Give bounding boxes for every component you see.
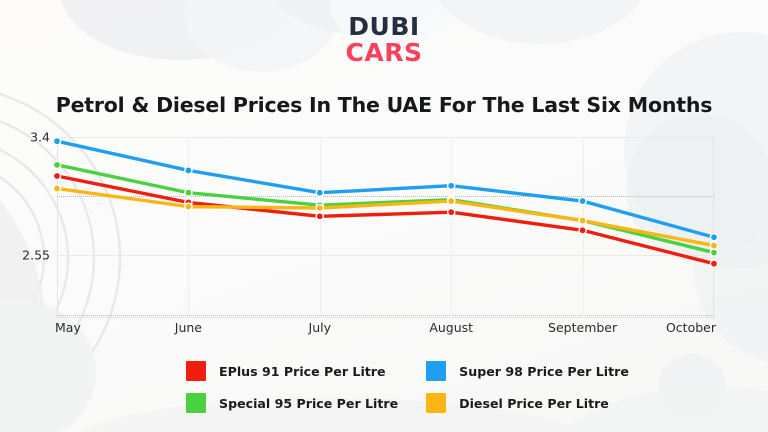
- y-axis-tick-0: 3.4: [30, 129, 50, 145]
- data-point[interactable]: [315, 212, 325, 221]
- chart-title: Petrol & Diesel Prices In The UAE For Th…: [55, 93, 713, 117]
- x-axis-tick-may: May: [55, 320, 81, 335]
- legend-swatch-diesel: [426, 393, 447, 413]
- data-point[interactable]: [52, 184, 62, 193]
- data-point[interactable]: [578, 225, 587, 235]
- x-axis-tick-july: July: [308, 320, 332, 335]
- legend-swatch-super-98: [426, 361, 447, 381]
- legend-swatch-special-95: [186, 393, 206, 413]
- legend-item-eplus-91[interactable]: EPlus 91 Price Per Litre: [186, 361, 398, 381]
- data-point[interactable]: [315, 188, 325, 197]
- brand-logo-line2: CARS: [345, 38, 423, 68]
- data-point[interactable]: [184, 202, 193, 211]
- legend-label-special-95: Special 95 Price Per Litre: [219, 395, 399, 411]
- legend-item-diesel[interactable]: Diesel Price Per Litre: [426, 393, 629, 413]
- data-point[interactable]: [578, 216, 587, 225]
- blob-top-right: [439, 0, 641, 44]
- x-axis-tick-august: August: [429, 320, 474, 335]
- gridline-vertical-2: [319, 137, 321, 318]
- data-point[interactable]: [578, 196, 587, 206]
- data-point[interactable]: [709, 248, 719, 257]
- data-point[interactable]: [709, 259, 719, 268]
- blob-top-center-2: [330, 0, 454, 46]
- series-line: [55, 139, 716, 239]
- series-diesel: [52, 184, 719, 250]
- legend-label-super-98: Super 98 Price Per Litre: [459, 363, 629, 379]
- y-axis-tick-1: 2.55: [22, 247, 50, 263]
- legend-label-diesel: Diesel Price Per Litre: [459, 395, 609, 411]
- data-point[interactable]: [52, 160, 62, 170]
- brand-logo: DUBI CARS: [0, 12, 768, 68]
- legend-item-special-95[interactable]: Special 95 Price Per Litre: [186, 393, 398, 413]
- blob-left-bottom: [0, 300, 96, 432]
- gridline-vertical-3: [451, 137, 453, 318]
- gridline-solid-0: [57, 137, 714, 138]
- legend-item-super-98[interactable]: Super 98 Price Per Litre: [426, 361, 629, 381]
- series-special-95: [52, 160, 719, 257]
- x-axis-tick-october: October: [665, 320, 716, 335]
- data-point[interactable]: [446, 207, 456, 217]
- brand-logo-line1: DUBI: [348, 12, 420, 41]
- chart-plot-area: 3.4 2.55 May June July August September Octobe…: [22, 130, 719, 335]
- series-eplus-91: [52, 171, 719, 268]
- gridline-solid-1: [57, 255, 714, 257]
- chart-legend: EPlus 91 Price Per Litre Super 98 Price …: [186, 361, 629, 413]
- data-point[interactable]: [184, 188, 193, 197]
- data-point[interactable]: [446, 181, 456, 191]
- gridline-dotted-0: [57, 196, 714, 198]
- series-super-98: [52, 136, 719, 242]
- chart-lines: [52, 136, 719, 268]
- data-point[interactable]: [52, 171, 62, 181]
- legend-label-eplus-91: EPlus 91 Price Per Litre: [219, 363, 386, 379]
- data-point[interactable]: [184, 166, 193, 175]
- series-line: [55, 186, 716, 248]
- gridline-dotted-1: [57, 314, 714, 316]
- data-point[interactable]: [709, 241, 719, 250]
- data-point[interactable]: [709, 232, 719, 242]
- data-point[interactable]: [315, 203, 325, 213]
- legend-swatch-eplus-91: [186, 361, 206, 381]
- gridline-vertical-1: [188, 137, 190, 318]
- data-point[interactable]: [446, 196, 456, 206]
- x-axis-tick-september: September: [548, 320, 618, 335]
- arc-group-left: [0, 92, 122, 424]
- series-line: [55, 174, 716, 266]
- blob-bottom-right: [560, 387, 768, 432]
- x-axis-tick-june: June: [174, 320, 203, 335]
- data-point[interactable]: [52, 136, 62, 146]
